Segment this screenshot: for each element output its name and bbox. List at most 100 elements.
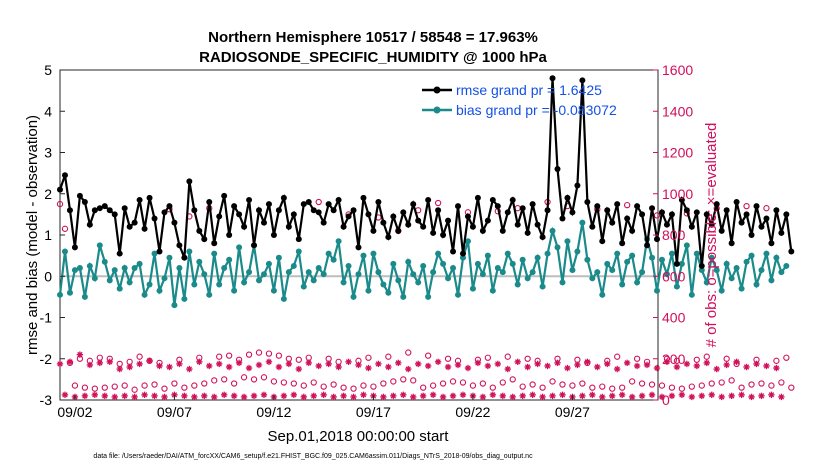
rmse-marker [270, 232, 277, 238]
rmse-marker [310, 207, 317, 214]
obs-possible-marker [718, 379, 725, 386]
obs-evaluated-stroke [196, 359, 203, 365]
obs-possible-marker [748, 381, 755, 388]
obs-possible-marker [599, 383, 606, 390]
obs-evaluated-stroke [644, 362, 650, 368]
obs-evaluated-marker [604, 360, 611, 368]
bias-marker [489, 287, 496, 294]
obs-evaluated-stroke [539, 394, 546, 400]
bias-marker [634, 279, 641, 286]
obs-evaluated-marker [703, 359, 710, 367]
bias-marker [758, 267, 765, 274]
obs-evaluated-stroke [186, 366, 193, 372]
bias-marker [365, 287, 372, 294]
rmse-marker [663, 221, 670, 228]
bias-marker [385, 289, 392, 296]
bias-marker [360, 252, 367, 259]
obs-evaluated-marker [464, 364, 472, 372]
obs-evaluated-stroke [768, 392, 775, 398]
obs-evaluated-stroke [485, 363, 491, 369]
obs-possible-marker [499, 379, 506, 386]
obs-evaluated-marker [91, 391, 99, 399]
bias-marker [430, 269, 437, 276]
bias-marker [445, 275, 452, 282]
obs-evaluated-stroke [151, 393, 158, 399]
obs-evaluated-marker [683, 360, 691, 368]
obs-evaluated-stroke [490, 392, 496, 398]
obs-evaluated-marker [723, 361, 730, 369]
rmse-marker [425, 196, 432, 203]
obs-evaluated-marker [355, 361, 362, 369]
obs-evaluated-marker [395, 359, 402, 367]
obs-evaluated-marker [216, 360, 223, 368]
bias-marker [549, 227, 556, 234]
obs-evaluated-marker [713, 365, 720, 373]
rmse-marker [251, 242, 258, 249]
rmse-marker [435, 207, 442, 214]
obs-evaluated-marker [131, 393, 138, 401]
obs-possible-marker [658, 382, 666, 389]
rmse-marker [430, 229, 437, 236]
obs-evaluated-marker [564, 364, 571, 372]
obs-evaluated-stroke [216, 361, 222, 367]
obs-evaluated-stroke [311, 393, 317, 399]
rmse-marker [474, 194, 481, 201]
obs-evaluated-stroke [679, 392, 685, 398]
obs-possible-marker [240, 374, 248, 381]
obs-evaluated-stroke [549, 393, 556, 399]
bias-marker [146, 281, 153, 288]
obs-evaluated-marker [643, 361, 651, 369]
y-axis-left-label: rmse and bias (model - observation) [24, 115, 41, 355]
rmse-marker [624, 215, 631, 222]
obs-evaluated-stroke [345, 359, 352, 365]
obs-evaluated-marker [86, 361, 94, 369]
obs-evaluated-stroke [704, 360, 710, 366]
obs-evaluated-marker [61, 391, 69, 399]
obs-possible-marker [400, 376, 407, 383]
obs-possible-marker [768, 382, 775, 389]
obs-possible-marker [519, 383, 526, 390]
bias-marker [186, 248, 193, 255]
right-tick-label: 600 [662, 268, 686, 284]
obs-evaluated-marker [265, 358, 273, 366]
obs-evaluated-marker [280, 392, 288, 400]
obs-possible-marker [668, 384, 676, 391]
obs-evaluated-marker [410, 393, 417, 401]
obs-evaluated-stroke [674, 364, 680, 370]
rmse-marker [76, 192, 83, 199]
bias-marker [663, 271, 670, 278]
bias-marker [574, 248, 581, 255]
obs-evaluated-stroke [131, 394, 138, 400]
obs-evaluated-marker [400, 391, 407, 399]
left-tick-label: 0 [44, 268, 52, 284]
rmse-marker [574, 182, 581, 189]
obs-evaluated-marker [136, 360, 143, 368]
obs-evaluated-stroke [340, 393, 347, 399]
obs-possible-marker [648, 381, 656, 388]
rmse-marker [479, 227, 486, 234]
obs-evaluated-stroke [385, 364, 392, 370]
obs-possible-marker [171, 380, 178, 387]
rmse-marker [519, 205, 526, 212]
bias-marker [61, 248, 68, 255]
x-tick-label: 09/17 [356, 404, 391, 420]
rmse-marker [161, 209, 168, 216]
bias-marker [121, 265, 128, 271]
obs-evaluated-stroke [62, 392, 68, 398]
left-tick-label: -2 [40, 351, 53, 367]
obs-evaluated-stroke [524, 364, 531, 370]
bias-marker [509, 260, 516, 267]
rmse-marker [275, 207, 282, 214]
bias-marker [529, 269, 536, 276]
obs-evaluated-marker [375, 360, 382, 368]
obs-evaluated-marker [111, 393, 118, 401]
rmse-marker [489, 196, 496, 203]
obs-evaluated-marker [320, 391, 327, 399]
obs-evaluated-marker [315, 362, 322, 370]
obs-evaluated-marker [489, 391, 497, 399]
obs-evaluated-stroke [778, 394, 785, 400]
obs-possible-marker [708, 380, 715, 387]
obs-evaluated-stroke [206, 363, 212, 369]
obs-evaluated-stroke [276, 364, 282, 370]
obs-evaluated-stroke [738, 392, 745, 398]
